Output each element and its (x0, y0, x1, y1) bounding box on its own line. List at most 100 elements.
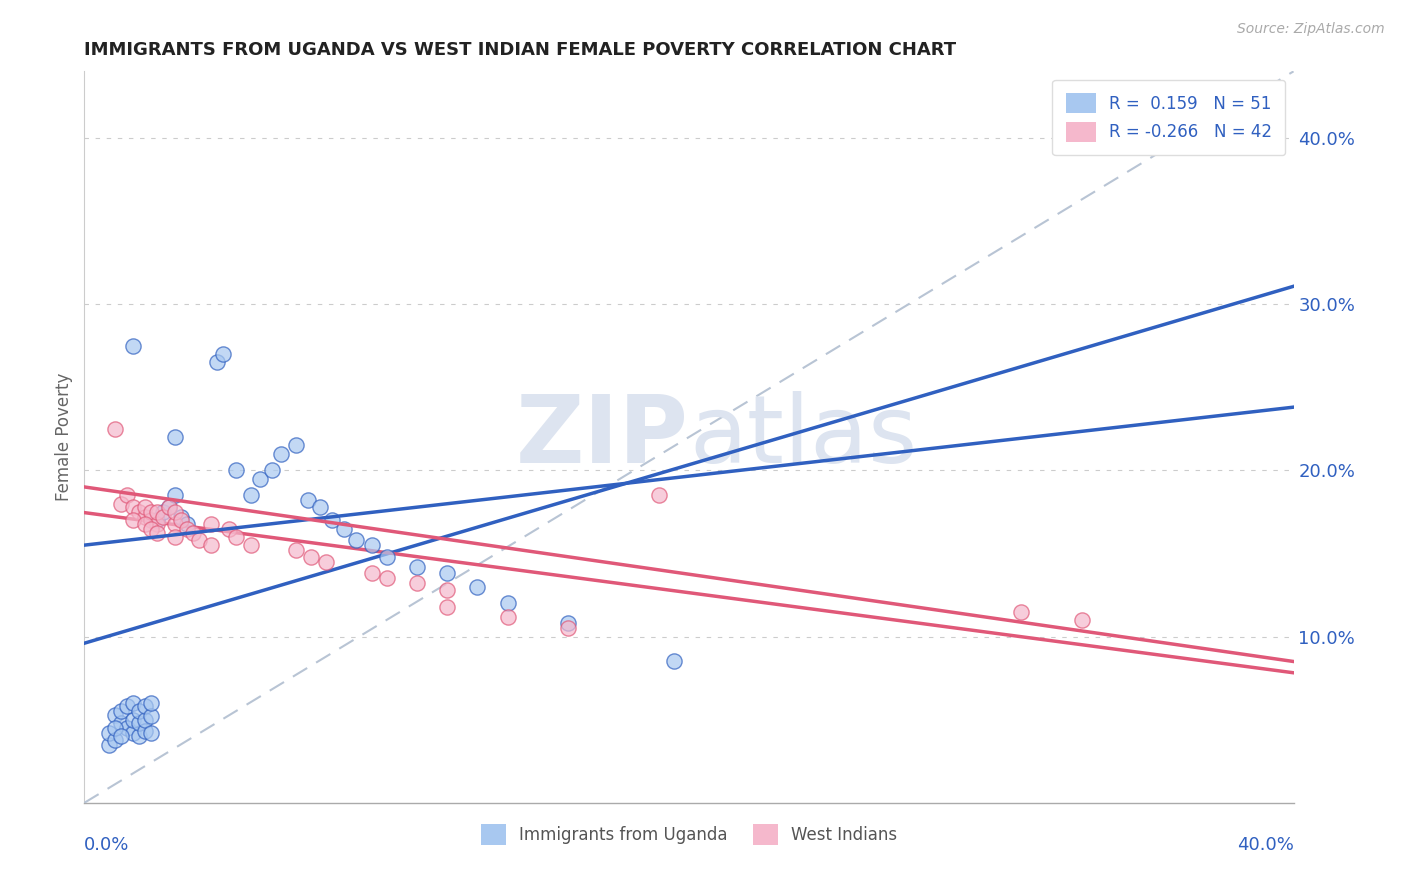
Point (285, 543, 308, 558)
Point (1071, 613, 1094, 627)
Point (297, 493, 319, 508)
Point (321, 513, 343, 527)
Point (309, 500, 332, 514)
Point (104, 707, 127, 722)
Point (146, 516, 169, 531)
Point (333, 521, 356, 535)
Point (128, 716, 150, 731)
Point (170, 509, 193, 524)
Point (139, 521, 162, 535)
Point (146, 526, 169, 541)
Point (225, 530, 247, 544)
Point (134, 713, 156, 727)
Text: ZIP: ZIP (516, 391, 689, 483)
Point (375, 571, 398, 585)
Legend: Immigrants from Uganda, West Indians: Immigrants from Uganda, West Indians (472, 816, 905, 853)
Point (299, 549, 322, 564)
Point (121, 338, 143, 352)
Point (176, 521, 198, 535)
Point (146, 513, 169, 527)
Point (181, 526, 204, 541)
Point (146, 505, 169, 519)
Point (121, 500, 143, 514)
Point (225, 463, 247, 477)
Point (121, 713, 143, 727)
Point (270, 447, 292, 461)
Text: Source: ZipAtlas.com: Source: ZipAtlas.com (1237, 22, 1385, 37)
Point (200, 538, 222, 552)
Point (115, 488, 138, 502)
Point (110, 497, 132, 511)
Point (436, 582, 458, 597)
Text: 40.0%: 40.0% (1237, 836, 1294, 854)
Point (212, 347, 235, 361)
Point (285, 438, 308, 452)
Point (139, 709, 162, 723)
Point (375, 549, 398, 564)
Point (467, 580, 489, 594)
Point (139, 505, 162, 519)
Point (110, 716, 132, 731)
Point (110, 729, 132, 743)
Point (170, 513, 193, 527)
Y-axis label: Female Poverty: Female Poverty (55, 373, 73, 501)
Point (360, 566, 382, 581)
Point (121, 513, 143, 527)
Point (104, 721, 127, 735)
Point (104, 422, 127, 436)
Point (121, 726, 143, 740)
Point (165, 516, 187, 531)
Point (165, 488, 187, 502)
Point (436, 566, 458, 581)
Point (152, 509, 174, 524)
Point (134, 516, 156, 531)
Point (648, 488, 671, 502)
Point (134, 500, 156, 514)
Point (188, 533, 211, 548)
Point (128, 705, 150, 719)
Point (115, 721, 138, 735)
Point (239, 538, 262, 552)
Point (139, 513, 162, 527)
Point (134, 724, 156, 739)
Point (104, 732, 127, 747)
Point (360, 538, 382, 552)
Point (249, 472, 271, 486)
Point (121, 696, 143, 710)
Point (157, 500, 180, 514)
Text: 0.0%: 0.0% (84, 836, 129, 854)
Point (218, 521, 240, 535)
Point (152, 505, 174, 519)
Point (165, 530, 187, 544)
Point (662, 655, 685, 669)
Point (97, 738, 120, 752)
Point (315, 555, 337, 569)
Text: IMMIGRANTS FROM UGANDA VS WEST INDIAN FEMALE POVERTY CORRELATION CHART: IMMIGRANTS FROM UGANDA VS WEST INDIAN FE… (84, 41, 956, 59)
Point (406, 576, 429, 591)
Point (346, 533, 368, 548)
Point (406, 559, 429, 574)
Point (239, 488, 262, 502)
Point (134, 509, 156, 524)
Point (97, 726, 120, 740)
Point (1011, 605, 1033, 619)
Point (176, 516, 198, 531)
Point (157, 500, 180, 514)
Point (200, 516, 222, 531)
Point (110, 705, 132, 719)
Point (557, 621, 579, 635)
Text: atlas: atlas (689, 391, 917, 483)
Point (557, 616, 579, 631)
Point (165, 505, 187, 519)
Point (436, 599, 458, 614)
Point (115, 699, 138, 714)
Point (260, 463, 283, 477)
Point (128, 729, 150, 743)
Point (165, 430, 187, 444)
Point (207, 355, 229, 369)
Point (496, 596, 519, 610)
Point (128, 505, 150, 519)
Point (134, 699, 156, 714)
Point (139, 726, 162, 740)
Point (496, 609, 519, 624)
